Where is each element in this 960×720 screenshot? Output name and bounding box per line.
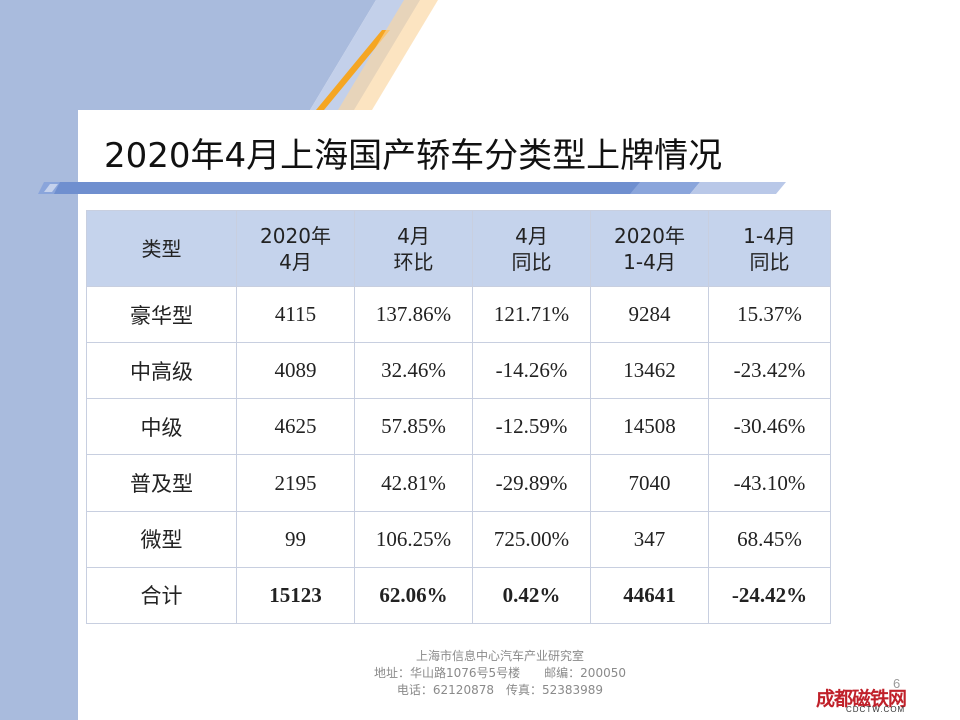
logo-text: 成都磁铁网: [816, 688, 907, 710]
table-row: 普及型 2195 42.81% -29.89% 7040 -43.10%: [86, 454, 831, 512]
page-number: 6: [893, 676, 901, 691]
cell-april-yoy: 0.42%: [472, 566, 591, 625]
cell-april-2020: 15123: [236, 566, 355, 625]
sedan-registration-table: 类型 2020年 4月 4月 环比 4月 同比 2020年 1-4月 1-4月 同比 豪华…: [86, 210, 831, 625]
slide-title: 2020年4月上海国产轿车分类型上牌情况: [104, 136, 723, 176]
cell-jan-apr-2020: 44641: [590, 566, 709, 625]
cell-jan-apr-2020: 347: [590, 510, 709, 568]
cell-april-2020: 4089: [236, 342, 355, 400]
cell-jan-apr-yoy: -24.42%: [708, 566, 831, 625]
header-april-mom: 4月 环比: [354, 210, 473, 287]
cell-april-yoy: -12.59%: [472, 398, 591, 456]
title-card: [78, 110, 960, 190]
cell-april-yoy: 725.00%: [472, 510, 591, 568]
cell-april-2020: 2195: [236, 454, 355, 512]
table-row: 豪华型 4115 137.86% 121.71% 9284 15.37%: [86, 285, 831, 344]
table-header-row: 类型 2020年 4月 4月 环比 4月 同比 2020年 1-4月 1-4月 同比: [86, 210, 831, 287]
cell-april-yoy: 121.71%: [472, 285, 591, 344]
row-category: 中高级: [86, 342, 237, 400]
cell-jan-apr-2020: 13462: [590, 342, 709, 400]
header-april-yoy: 4月 同比: [472, 210, 591, 287]
row-category: 微型: [86, 510, 237, 568]
row-category: 豪华型: [86, 285, 237, 344]
header-april-2020: 2020年 4月: [236, 210, 355, 287]
cell-jan-apr-2020: 7040: [590, 454, 709, 512]
cell-april-2020: 4115: [236, 285, 355, 344]
footer-contact: 上海市信息中心汽车产业研究室 地址：华山路1076号5号楼 邮编：200050 …: [300, 648, 700, 699]
header-jan-apr-yoy: 1-4月 同比: [708, 210, 831, 287]
cell-april-2020: 4625: [236, 398, 355, 456]
header-jan-apr-2020: 2020年 1-4月: [590, 210, 709, 287]
table-row: 中高级 4089 32.46% -14.26% 13462 -23.42%: [86, 342, 831, 400]
cell-april-mom: 106.25%: [354, 510, 473, 568]
cell-jan-apr-2020: 14508: [590, 398, 709, 456]
cell-april-2020: 99: [236, 510, 355, 568]
row-category: 普及型: [86, 454, 237, 512]
cell-jan-apr-yoy: -30.46%: [708, 398, 831, 456]
row-category: 合计: [86, 566, 237, 625]
logo-domain: CDCTW.COM: [846, 705, 906, 714]
footer-phone-fax: 电话：62120878 传真：52383989: [396, 683, 604, 697]
cell-april-yoy: -14.26%: [472, 342, 591, 400]
cell-jan-apr-yoy: -43.10%: [708, 454, 831, 512]
row-category: 中级: [86, 398, 237, 456]
cell-jan-apr-yoy: 68.45%: [708, 510, 831, 568]
cell-april-mom: 42.81%: [354, 454, 473, 512]
cell-april-mom: 137.86%: [354, 285, 473, 344]
cell-april-yoy: -29.89%: [472, 454, 591, 512]
cell-jan-apr-yoy: -23.42%: [708, 342, 831, 400]
footer-address: 地址：华山路1076号5号楼 邮编：200050: [374, 666, 626, 680]
title-underline-decoration: [38, 182, 786, 194]
table-total-row: 合计 15123 62.06% 0.42% 44641 -24.42%: [86, 566, 831, 625]
watermark-logo: 成都磁铁网 CDCTW.COM: [816, 684, 936, 714]
cell-jan-apr-yoy: 15.37%: [708, 285, 831, 344]
table-row: 微型 99 106.25% 725.00% 347 68.45%: [86, 510, 831, 568]
cell-jan-apr-2020: 9284: [590, 285, 709, 344]
footer-organization: 上海市信息中心汽车产业研究室: [415, 649, 584, 663]
table-row: 中级 4625 57.85% -12.59% 14508 -30.46%: [86, 398, 831, 456]
header-type: 类型: [86, 210, 237, 287]
cell-april-mom: 62.06%: [354, 566, 473, 625]
cell-april-mom: 57.85%: [354, 398, 473, 456]
cell-april-mom: 32.46%: [354, 342, 473, 400]
